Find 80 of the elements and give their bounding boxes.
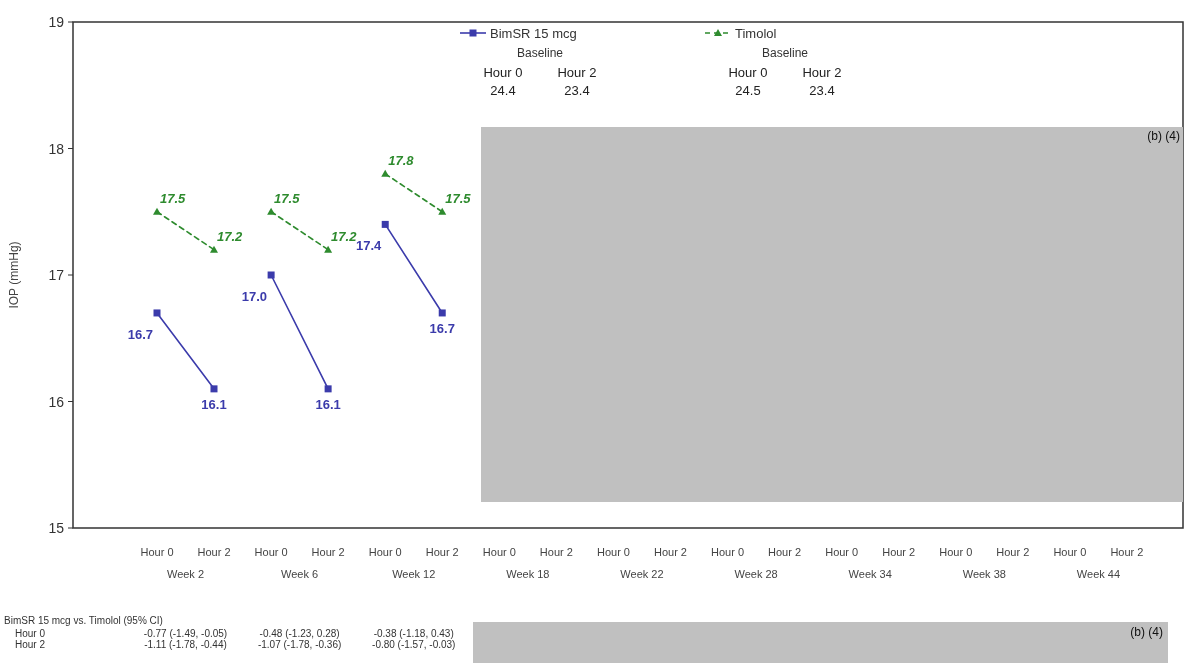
x-tick-label: Hour 0 bbox=[825, 546, 859, 558]
data-label: 16.1 bbox=[201, 396, 227, 412]
data-label: 17.5 bbox=[160, 190, 187, 206]
text: -0.80 (-1.57, -0.03) bbox=[372, 639, 456, 650]
x-tick-label: Hour 2 bbox=[768, 546, 802, 558]
annotation: 23.4 bbox=[809, 83, 835, 98]
x-tick-label: Hour 2 bbox=[539, 546, 573, 558]
text: Week 18 bbox=[506, 568, 550, 580]
text: -0.48 (-1.23, 0.28) bbox=[259, 628, 340, 639]
point bbox=[324, 385, 332, 393]
text: Hour 0 bbox=[15, 628, 46, 639]
y-tick-label: 19 bbox=[48, 14, 65, 30]
legend-label: Timolol bbox=[735, 26, 777, 41]
text: Week 2 bbox=[166, 568, 205, 580]
text: Hour 2 bbox=[15, 639, 46, 650]
x-tick-label: Hour 2 bbox=[311, 546, 345, 558]
text: Week 12 bbox=[392, 568, 436, 580]
text: (b) (4) bbox=[1130, 625, 1163, 639]
x-tick-label: Hour 0 bbox=[140, 546, 174, 558]
data-label: 17.5 bbox=[274, 190, 301, 206]
text: Week 6 bbox=[281, 568, 319, 580]
y-tick-label: 18 bbox=[48, 140, 65, 157]
text: -0.77 (-1.49, -0.05) bbox=[143, 628, 228, 639]
data-label: 17.8 bbox=[388, 152, 415, 168]
x-tick-label: Hour 0 bbox=[482, 546, 516, 558]
data-label: 17.2 bbox=[217, 228, 244, 244]
text: BimSR 15 mcg vs. Timolol (95% CI) bbox=[4, 615, 163, 626]
text: Week 38 bbox=[962, 568, 1006, 580]
point bbox=[153, 309, 161, 317]
data-label: 16.1 bbox=[315, 396, 341, 412]
annotation: 24.5 bbox=[735, 83, 761, 98]
data-label: 16.7 bbox=[127, 326, 153, 342]
annotation: Hour 2 bbox=[802, 65, 842, 80]
x-tick-label: Hour 2 bbox=[996, 546, 1030, 558]
point bbox=[438, 207, 447, 215]
data-label: 17.0 bbox=[241, 289, 268, 304]
data-label: 17.5 bbox=[445, 190, 472, 206]
point bbox=[438, 309, 446, 317]
point bbox=[324, 245, 333, 253]
text: -0.38 (-1.18, 0.43) bbox=[373, 628, 454, 639]
annotation: Hour 0 bbox=[483, 65, 523, 80]
x-tick-label: Hour 0 bbox=[1053, 546, 1087, 558]
x-tick-label: Hour 0 bbox=[939, 546, 973, 558]
text: -1.11 (-1.78, -0.44) bbox=[144, 639, 227, 650]
data-label: 17.4 bbox=[355, 238, 382, 254]
x-tick-label: Hour 0 bbox=[368, 546, 402, 558]
x-tick-label: Hour 0 bbox=[254, 546, 288, 558]
data-label: 17.2 bbox=[331, 228, 358, 244]
x-tick-label: Hour 2 bbox=[197, 546, 231, 558]
y-tick-label: 16 bbox=[48, 393, 65, 410]
point bbox=[210, 245, 218, 253]
text: -1.07 (-1.78, -0.36) bbox=[257, 639, 342, 650]
point bbox=[153, 207, 161, 215]
point bbox=[381, 220, 389, 228]
x-tick-label: Hour 2 bbox=[653, 546, 687, 558]
annotation: (b) (4) bbox=[1147, 129, 1180, 143]
text: Week 34 bbox=[848, 568, 892, 580]
text: Week 44 bbox=[1076, 568, 1121, 580]
x-tick-label: Hour 0 bbox=[711, 546, 745, 558]
data-label: 16.7 bbox=[429, 320, 455, 336]
annotation: 23.4 bbox=[564, 83, 590, 98]
text: Week 22 bbox=[620, 568, 664, 580]
x-tick-label: Hour 0 bbox=[596, 546, 630, 558]
annotation: 24.4 bbox=[490, 83, 516, 98]
y-tick-label: 17 bbox=[48, 267, 65, 283]
point bbox=[381, 169, 390, 177]
point bbox=[210, 385, 218, 393]
y-tick-label: 15 bbox=[48, 520, 65, 536]
x-tick-label: Hour 2 bbox=[1110, 546, 1144, 558]
annotation: Hour 2 bbox=[557, 65, 597, 80]
point bbox=[267, 207, 276, 215]
legend-label: BimSR 15 mcg bbox=[490, 26, 577, 41]
x-tick-label: Hour 2 bbox=[425, 546, 459, 558]
y-axis-title: IOP (mmHg) bbox=[7, 241, 21, 309]
point bbox=[267, 271, 275, 279]
annotation: Baseline bbox=[516, 46, 564, 60]
text: Week 28 bbox=[734, 568, 778, 580]
annotation: Hour 0 bbox=[728, 65, 768, 80]
x-tick-label: Hour 2 bbox=[882, 546, 916, 558]
annotation: Baseline bbox=[761, 46, 809, 60]
